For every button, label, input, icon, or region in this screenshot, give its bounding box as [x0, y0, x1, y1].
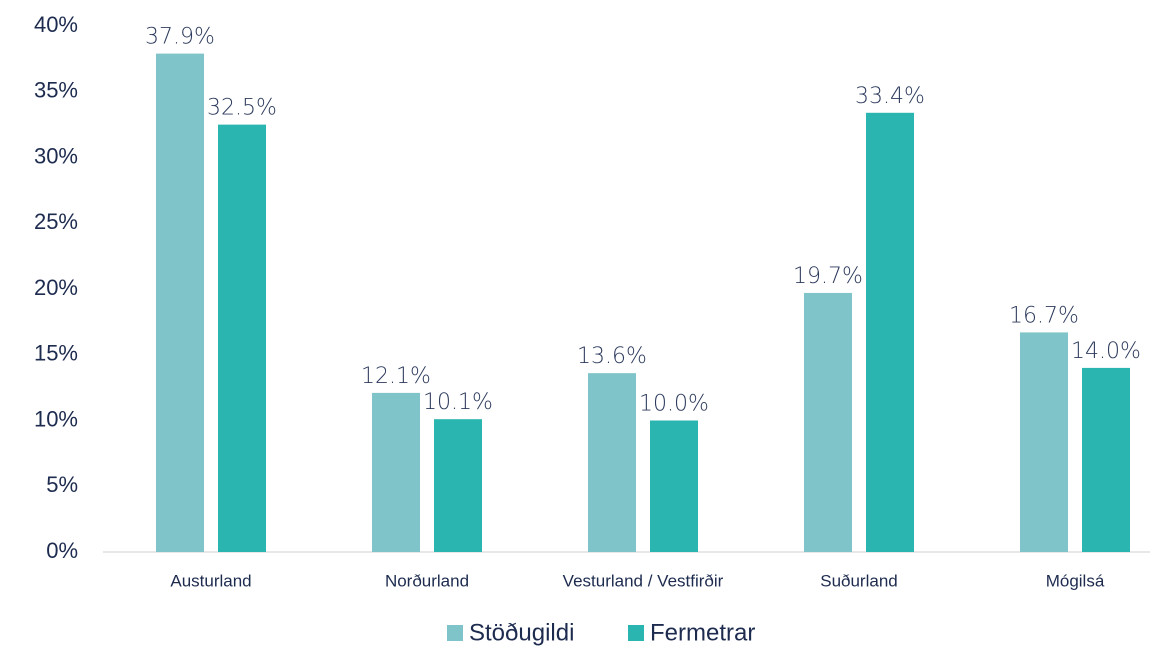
bar [650, 420, 698, 552]
value-label: 10.1% [423, 390, 493, 415]
x-tick-label: Suðurland [820, 571, 898, 590]
y-tick-label: 5% [46, 472, 78, 497]
y-tick-label: 10% [34, 406, 78, 431]
x-tick-label: Norðurland [385, 571, 469, 590]
bar [588, 373, 636, 552]
value-label: 10.0% [639, 392, 709, 417]
x-tick-label: Vesturland / Vestfirðir [563, 571, 724, 590]
bar [218, 124, 266, 552]
bar [156, 53, 204, 553]
bar [372, 392, 420, 552]
y-tick-label: 30% [34, 143, 78, 168]
legend-swatch [447, 625, 463, 641]
bar [434, 419, 482, 552]
x-tick-label: Mógilsá [1046, 571, 1105, 590]
value-label: 19.7% [793, 264, 863, 289]
y-tick-label: 25% [34, 209, 78, 234]
bar [866, 112, 914, 552]
legend-label: Stöðugildi [469, 619, 574, 646]
bar [804, 292, 852, 552]
value-label: 14.0% [1071, 339, 1141, 364]
value-label: 33.4% [855, 84, 925, 109]
value-label: 12.1% [361, 364, 431, 389]
value-label: 13.6% [577, 344, 647, 369]
value-label: 16.7% [1009, 303, 1079, 328]
y-tick-label: 20% [34, 275, 78, 300]
bar [1020, 332, 1068, 552]
x-tick-label: Austurland [170, 571, 251, 590]
y-tick-label: 35% [34, 78, 78, 103]
y-tick-label: 0% [46, 538, 78, 563]
y-tick-label: 40% [34, 12, 78, 37]
value-label: 32.5% [207, 96, 277, 121]
legend-label: Fermetrar [650, 619, 755, 646]
y-tick-label: 15% [34, 341, 78, 366]
legend-swatch [628, 625, 644, 641]
value-label: 37.9% [145, 25, 215, 50]
bar [1082, 367, 1130, 552]
